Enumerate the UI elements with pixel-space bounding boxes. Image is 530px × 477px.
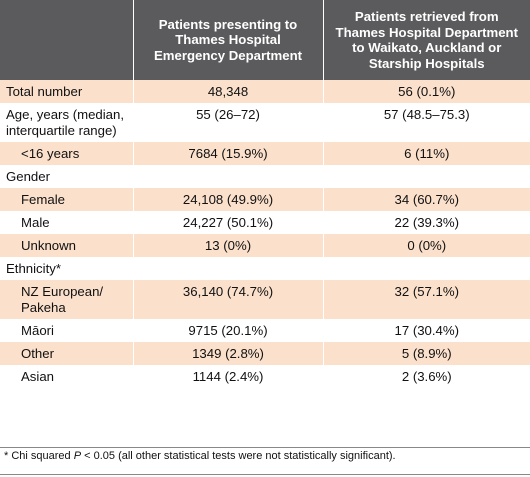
row-label: Female [0,188,133,211]
retrieved-value: 17 (30.4%) [322,319,530,342]
table-row: NZ European/ Pakeha 36,140 (74.7%) 32 (57.… [0,280,530,319]
retrieved-value [322,257,530,280]
row-label: Gender [0,165,133,188]
thames-ed-value: 1144 (2.4%) [132,365,323,388]
table-row: Ethnicity* [0,257,530,280]
thames-ed-value: 24,108 (49.9%) [132,188,323,211]
thames-ed-value: 36,140 (74.7%) [132,280,323,319]
row-label: NZ European/ Pakeha [0,280,133,319]
retrieved-value: 6 (11%) [322,142,530,165]
retrieved-value: 5 (8.9%) [322,342,530,365]
patient-characteristics-table: Patients presenting to Thames Hospital E… [0,0,530,388]
footnote: * Chi squared P < 0.05 (all other statis… [4,449,396,463]
table-header: Patients presenting to Thames Hospital E… [0,0,530,80]
table-row: Female 24,108 (49.9%) 34 (60.7%) [0,188,530,211]
row-label: Ethnicity* [0,257,133,280]
thames-ed-value: 13 (0%) [132,234,323,257]
retrieved-value: 2 (3.6%) [322,365,530,388]
thames-ed-value: 9715 (20.1%) [132,319,323,342]
header-cell-empty [0,0,133,80]
row-label: Age, years (median, inter­quartile range… [0,103,133,142]
table-row: Asian 1144 (2.4%) 2 (3.6%) [0,365,530,388]
header-cell-thames-ed: Patients presenting to Thames Hospital E… [132,0,323,80]
row-label: Other [0,342,133,365]
footnote-divider [0,447,530,448]
thames-ed-value: 1349 (2.8%) [132,342,323,365]
footnote-suffix: < 0.05 (all other statistical tests were… [81,450,396,462]
table-row: Māori 9715 (20.1%) 17 (30.4%) [0,319,530,342]
table-body: Total number 48,348 56 (0.1%) Age, years (m… [0,80,530,388]
row-label: Total number [0,80,133,103]
thames-ed-value: 24,227 (50.1%) [132,211,323,234]
row-label: Māori [0,319,133,342]
retrieved-value: 57 (48.5–75.3) [322,103,530,142]
bottom-divider [0,474,530,475]
retrieved-value: 22 (39.3%) [322,211,530,234]
thames-ed-value: 48,348 [132,80,323,103]
table-row: <16 years 7684 (15.9%) 6 (11%) [0,142,530,165]
footnote-p: P [73,450,82,462]
table-row: Unknown 13 (0%) 0 (0%) [0,234,530,257]
row-label: Asian [0,365,133,388]
thames-ed-value: 55 (26–72) [132,103,323,142]
thames-ed-value: 7684 (15.9%) [132,142,323,165]
retrieved-value: 56 (0.1%) [322,80,530,103]
retrieved-value: 34 (60.7%) [322,188,530,211]
row-label: Male [0,211,133,234]
row-label: <16 years [0,142,133,165]
table-row: Male 24,227 (50.1%) 22 (39.3%) [0,211,530,234]
row-label: Unknown [0,234,133,257]
header-row: Patients presenting to Thames Hospital E… [0,0,530,80]
table-row: Total number 48,348 56 (0.1%) [0,80,530,103]
table-row: Other 1349 (2.8%) 5 (8.9%) [0,342,530,365]
thames-ed-value [132,165,323,188]
header-cell-retrieved: Patients retrieved from Thames Hospital … [322,0,530,80]
retrieved-value [322,165,530,188]
table-row: Age, years (median, inter­quartile range… [0,103,530,142]
thames-ed-value [132,257,323,280]
retrieved-value: 0 (0%) [322,234,530,257]
footnote-prefix: * Chi squared [4,450,74,462]
retrieved-value: 32 (57.1%) [322,280,530,319]
table-row: Gender [0,165,530,188]
